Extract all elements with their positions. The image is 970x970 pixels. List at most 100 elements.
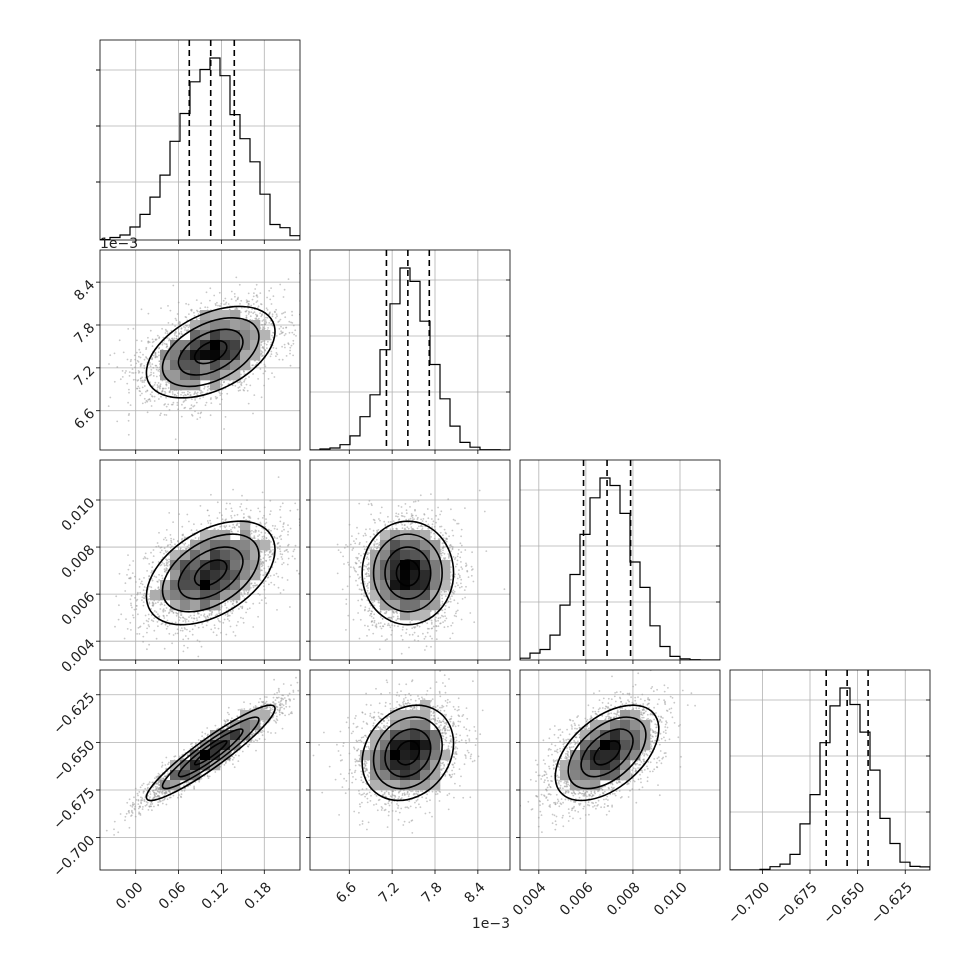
sample-point (419, 494, 422, 497)
sample-point (370, 704, 372, 706)
sample-point (186, 646, 189, 649)
sample-point (183, 326, 185, 328)
sample-point (263, 551, 266, 554)
contour-line (145, 520, 276, 626)
sample-point (373, 544, 376, 547)
sample-point (444, 531, 447, 534)
sample-point (441, 594, 443, 597)
sample-point (149, 393, 152, 396)
sample-point (268, 551, 271, 554)
sample-point (279, 553, 282, 555)
sample-point (109, 354, 112, 357)
sample-point (171, 337, 173, 340)
sample-point (270, 341, 273, 344)
sample-point (197, 313, 200, 316)
sample-point (137, 803, 140, 805)
sample-point (389, 626, 392, 629)
sample-point (212, 631, 215, 634)
sample-point (225, 761, 228, 763)
sample-point (220, 398, 223, 401)
sample-point (276, 706, 279, 708)
sample-point (445, 713, 447, 716)
sample-point (152, 340, 155, 343)
panel-2d (100, 460, 300, 660)
density-cell (240, 550, 251, 561)
sample-point (255, 525, 258, 528)
sample-point (184, 621, 187, 623)
sample-point (352, 618, 355, 621)
sample-point (446, 794, 449, 797)
sample-point (243, 740, 246, 743)
sample-point (161, 802, 164, 805)
density-cell (190, 380, 201, 391)
sample-point (231, 526, 234, 529)
sample-point (292, 342, 295, 345)
sample-point (128, 375, 131, 377)
sample-point (289, 509, 292, 512)
sample-point (113, 380, 116, 383)
sample-point (281, 502, 284, 505)
sample-point (142, 782, 145, 785)
sample-point (367, 573, 370, 575)
sample-point (154, 381, 157, 384)
sample-point (124, 819, 126, 822)
sample-point (234, 385, 237, 387)
sample-point (349, 543, 352, 546)
sample-point (272, 295, 275, 298)
sample-point (432, 625, 435, 628)
sample-point (285, 701, 287, 703)
sample-point (438, 725, 441, 728)
sample-point (247, 590, 250, 592)
sample-point (445, 540, 448, 543)
density-cell (420, 530, 431, 541)
sample-point (404, 708, 407, 710)
sample-point (249, 517, 252, 519)
panel-2d (310, 670, 510, 870)
sample-point (377, 529, 380, 531)
sample-point (278, 535, 281, 538)
sample-point (454, 519, 456, 522)
sample-point (453, 590, 456, 593)
sample-point (231, 612, 234, 615)
sample-point (360, 740, 363, 743)
sample-point (194, 624, 197, 627)
sample-point (232, 488, 235, 491)
sample-point (433, 532, 435, 535)
sample-point (270, 287, 272, 289)
sample-point (226, 711, 229, 714)
sample-point (442, 534, 444, 537)
sample-point (424, 649, 426, 651)
sample-point (149, 803, 152, 806)
density-cell (170, 350, 181, 361)
panel-2d (100, 670, 300, 870)
sample-point (454, 556, 457, 559)
sample-point (371, 624, 374, 627)
sample-point (367, 558, 370, 561)
density-cell (170, 370, 181, 381)
sample-point (143, 365, 146, 367)
sample-point (285, 699, 288, 702)
sample-point (294, 557, 296, 560)
sample-point (238, 526, 241, 529)
sample-point (136, 605, 138, 607)
sample-point (460, 775, 462, 778)
sample-point (155, 783, 158, 785)
density-cell (180, 350, 191, 361)
sample-point (450, 545, 453, 548)
sample-point (195, 617, 198, 619)
sample-point (364, 532, 366, 535)
sample-point (231, 717, 233, 720)
sample-point (164, 549, 167, 552)
sample-point (134, 805, 137, 808)
sample-point (148, 783, 150, 785)
sample-point (255, 283, 258, 286)
sample-point (163, 413, 166, 416)
sample-point (246, 389, 249, 392)
sample-point (274, 317, 277, 319)
sample-point (206, 306, 209, 309)
sample-point (356, 556, 359, 559)
sample-point (282, 704, 285, 707)
sample-point (426, 627, 429, 630)
sample-point (260, 531, 263, 534)
sample-point (138, 633, 141, 635)
